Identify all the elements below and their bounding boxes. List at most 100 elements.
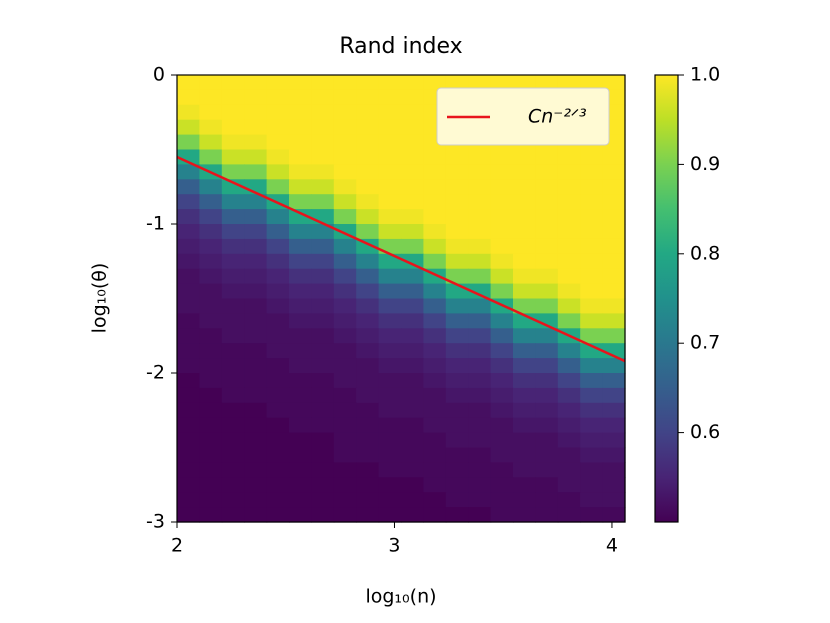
heatmap-cell [221, 119, 245, 136]
heatmap-cell [602, 373, 626, 389]
heatmap-cell [244, 75, 268, 91]
heatmap-cell [468, 149, 492, 165]
heatmap-cell [445, 373, 469, 389]
heatmap-cell [356, 104, 380, 121]
heatmap-cell [266, 179, 290, 195]
heatmap-cell [199, 104, 223, 121]
heatmap-cell [445, 298, 469, 314]
heatmap-cell [513, 462, 536, 478]
heatmap-cell [266, 313, 290, 329]
heatmap-cell [333, 194, 357, 210]
heatmap-cell [311, 417, 335, 434]
heatmap-cell [535, 387, 559, 404]
heatmap-cell [289, 492, 312, 508]
heatmap-cell [602, 268, 626, 285]
heatmap-cell [602, 253, 626, 270]
heatmap-cell [468, 432, 492, 449]
heatmap-cell [401, 373, 424, 389]
heatmap-cell [513, 358, 536, 374]
heatmap-cell [177, 283, 200, 300]
heatmap-cell [356, 119, 380, 136]
heatmap-cell [557, 432, 581, 449]
heatmap-cell [221, 358, 245, 374]
heatmap-cell [490, 447, 514, 463]
heatmap-cell [177, 492, 200, 508]
chart-title: Rand index [339, 34, 462, 59]
heatmap-cell [490, 179, 514, 195]
heatmap-cell [333, 283, 357, 300]
heatmap-cell [244, 253, 268, 270]
heatmap-cell [289, 417, 312, 434]
heatmap-cell [199, 283, 223, 300]
heatmap-cell [221, 402, 245, 419]
heatmap-cell [356, 432, 380, 449]
heatmap-cell [535, 343, 559, 359]
heatmap-cell [177, 104, 200, 121]
heatmap-cell [580, 194, 604, 210]
heatmap-cell [244, 119, 268, 136]
heatmap-cell [177, 89, 200, 106]
heatmap-cell [423, 417, 447, 434]
heatmap-cell [490, 283, 514, 300]
heatmap-cell [557, 209, 581, 225]
heatmap-cell [199, 298, 223, 314]
plot-frame [176, 74, 626, 523]
heatmap-cell [557, 387, 581, 404]
heatmap-cell [513, 75, 536, 91]
heatmap-cell [311, 387, 335, 404]
heatmap-cell [289, 209, 312, 225]
heatmap-cell [490, 432, 514, 449]
heatmap-cell [513, 492, 536, 508]
heatmap-cell [445, 268, 469, 285]
heatmap-cell [266, 328, 290, 344]
heatmap-cell [199, 268, 223, 285]
heatmap-cell [333, 134, 357, 151]
heatmap-cell [356, 373, 380, 389]
heatmap-cell [311, 298, 335, 314]
heatmap-cell [311, 432, 335, 449]
heatmap-cell [221, 373, 245, 389]
heatmap-cell [490, 492, 514, 508]
heatmap-cell [401, 492, 424, 508]
heatmap-cell [557, 358, 581, 374]
heatmap-cell [199, 387, 223, 404]
heatmap-cell [423, 313, 447, 329]
heatmap-cell [401, 447, 424, 463]
heatmap-cell [311, 164, 335, 180]
heatmap-cell [289, 149, 312, 165]
heatmap-cell [445, 417, 469, 434]
heatmap-cell [378, 298, 402, 314]
heatmap-cell [177, 253, 200, 270]
heatmap-cell [557, 343, 581, 359]
heatmap-cell [289, 75, 312, 91]
heatmap-cell [602, 209, 626, 225]
heatmap-cell [378, 164, 402, 180]
heatmap-cell [401, 432, 424, 449]
heatmap-cell [289, 328, 312, 344]
heatmap-cell [266, 119, 290, 136]
heatmap-cell [445, 164, 469, 180]
colorbar [654, 74, 679, 523]
heatmap-cell [177, 387, 200, 404]
heatmap-cell [535, 373, 559, 389]
heatmap-cell [445, 179, 469, 195]
heatmap-cell [513, 387, 536, 404]
y-tick-label: 0 [153, 64, 165, 86]
heatmap-cell [445, 253, 469, 270]
heatmap-cell [333, 209, 357, 225]
heatmap-cell [221, 149, 245, 165]
heatmap-cell [199, 134, 223, 151]
heatmap-cell [289, 507, 312, 523]
heatmap-cell [266, 283, 290, 300]
heatmap-cell [356, 387, 380, 404]
heatmap-cell [557, 194, 581, 210]
heatmap-cell [602, 462, 626, 478]
heatmap-cell [177, 417, 200, 434]
heatmap-cell [266, 432, 290, 449]
heatmap-cell [333, 417, 357, 434]
heatmap-cell [177, 194, 200, 210]
heatmap-cell [177, 313, 200, 329]
heatmap-cell [266, 238, 290, 255]
heatmap-cell [244, 283, 268, 300]
heatmap-cell [311, 358, 335, 374]
